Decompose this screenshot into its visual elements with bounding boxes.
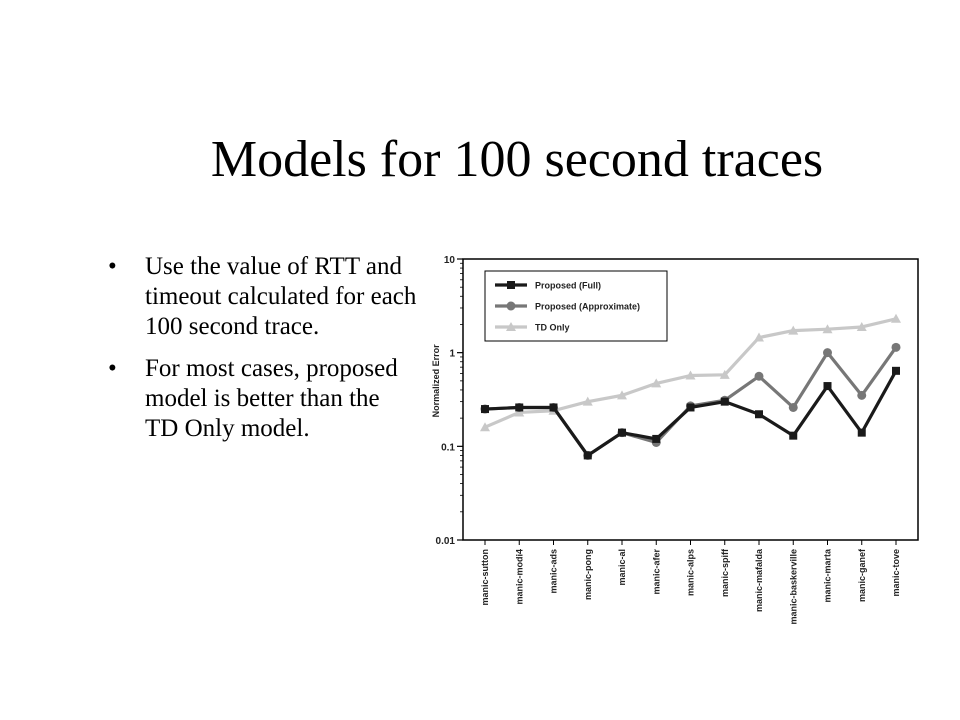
- bullet-item: • Use the value of RTT and timeout calcu…: [108, 252, 428, 342]
- data-point-triangle: [856, 321, 867, 331]
- y-tick-label: 1: [449, 349, 455, 360]
- legend-marker-square: [507, 281, 515, 289]
- bullet-list: • Use the value of RTT and timeout calcu…: [108, 252, 428, 456]
- legend-marker-triangle: [506, 322, 516, 331]
- data-point-triangle: [891, 313, 901, 323]
- data-point-triangle: [754, 332, 764, 342]
- data-point-circle: [857, 390, 867, 400]
- error-chart: 10 1 0.1 0.01 Normalized Error manic-sutton ma…: [431, 255, 919, 625]
- data-point-square: [823, 382, 832, 391]
- x-tick-label: manic-spiff: [720, 548, 730, 597]
- legend-label: TD Only: [535, 323, 570, 333]
- bullet-text: Use the value of RTT and timeout calcula…: [145, 253, 417, 340]
- bullet-glyph: •: [108, 253, 117, 280]
- data-point-square: [755, 410, 763, 419]
- x-tick-label: manic-alps: [686, 549, 696, 596]
- data-point-square: [583, 451, 592, 460]
- data-point-square: [515, 403, 524, 412]
- data-point-square: [857, 428, 866, 437]
- y-axis-label: Normalized Error: [431, 344, 441, 418]
- x-tick-label: manic-marta: [823, 548, 833, 603]
- data-point-square: [720, 397, 729, 406]
- x-tick-label: manic-afer: [651, 549, 661, 595]
- x-tick-label: manic-ads: [549, 549, 559, 594]
- bullet-glyph: •: [108, 355, 117, 382]
- y-tick-label: 0.01: [436, 536, 456, 547]
- data-point-circle: [788, 402, 798, 412]
- y-tick-label: 0.1: [441, 442, 455, 453]
- x-tick-label: manic-ganef: [857, 548, 867, 602]
- x-tick-label: manic-tove: [891, 549, 901, 597]
- data-point-square: [481, 405, 489, 414]
- x-tick-label: manic-baskerville: [788, 549, 798, 625]
- data-point-triangle: [822, 324, 833, 334]
- legend-label: Proposed (Full): [535, 281, 601, 291]
- data-point-circle: [823, 348, 832, 358]
- data-point-triangle: [685, 370, 696, 380]
- bullet-item: • For most cases, proposed model is bett…: [108, 354, 428, 444]
- series-line: [484, 346, 898, 458]
- data-point-circle: [754, 371, 764, 381]
- data-point-square: [618, 428, 626, 437]
- slide-title: Models for 100 second traces: [210, 131, 824, 188]
- x-tick-label: manic-mafalda: [754, 548, 764, 612]
- x-tick-label: manic-al: [617, 549, 627, 586]
- data-point-square: [789, 431, 798, 440]
- data-point-square: [549, 403, 558, 412]
- data-point-triangle: [480, 422, 490, 432]
- x-tick-label: manic-pong: [583, 549, 593, 600]
- bullet-text: For most cases, proposed model is better…: [145, 355, 398, 442]
- data-point-square: [892, 366, 900, 375]
- data-point-square: [686, 403, 695, 412]
- x-tick-label: manic-sutton: [480, 549, 490, 606]
- data-point-circle: [891, 342, 901, 352]
- x-tick-label: manic-modi4: [514, 549, 524, 605]
- data-point-triangle: [719, 369, 730, 379]
- data-point-triangle: [651, 378, 662, 388]
- legend-label: Proposed (Approximate): [535, 302, 640, 312]
- data-point-square: [652, 434, 661, 443]
- data-point-triangle: [582, 396, 593, 406]
- data-point-triangle: [617, 390, 627, 400]
- y-tick-label: 10: [444, 255, 456, 266]
- data-point-triangle: [788, 325, 799, 335]
- legend-marker-circle: [506, 301, 516, 311]
- series-line: [484, 370, 898, 458]
